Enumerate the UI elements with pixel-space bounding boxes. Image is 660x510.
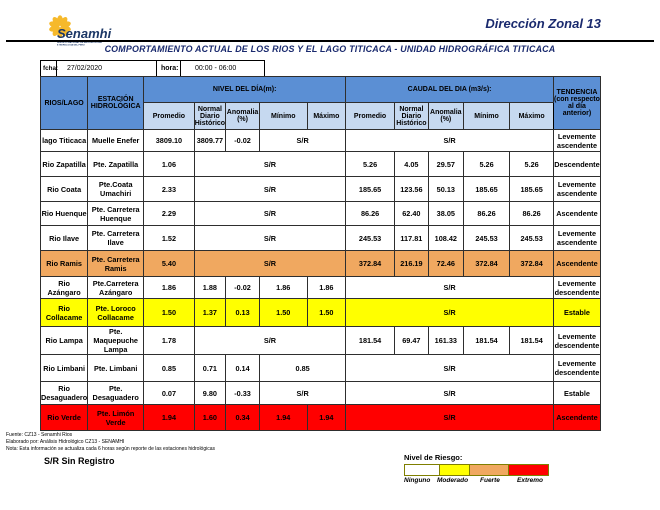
svg-text:Senamhi: Senamhi xyxy=(57,26,112,41)
